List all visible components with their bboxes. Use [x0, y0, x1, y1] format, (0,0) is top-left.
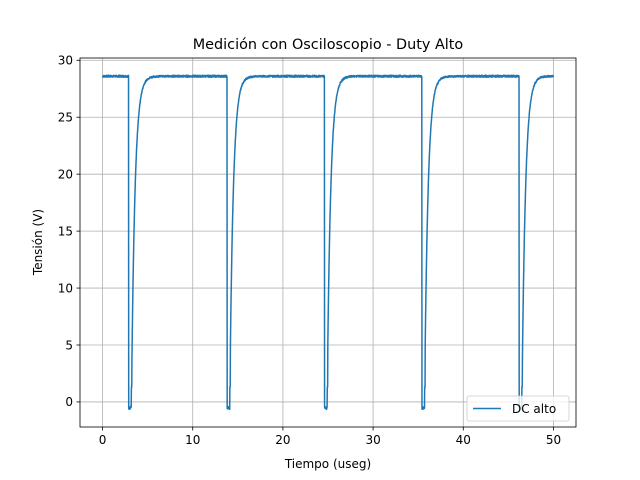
y-tick-label: 25	[58, 111, 73, 125]
grid-lines	[80, 58, 576, 427]
plot-frame	[79, 57, 577, 428]
y-tick-label: 20	[58, 167, 73, 181]
x-tick-label: 40	[456, 433, 471, 447]
x-axis-label: Tiempo (useg)	[284, 457, 371, 471]
x-tick-label: 30	[365, 433, 380, 447]
y-tick-label: 10	[58, 281, 73, 295]
y-tick-label: 15	[58, 224, 73, 238]
x-axis-ticks: 0 10 20 30 40 50	[99, 427, 561, 447]
legend-label-dc-alto: DC alto	[512, 402, 556, 416]
plot-area	[101, 74, 555, 411]
y-tick-label: 5	[65, 338, 73, 352]
x-tick-label: 50	[546, 433, 561, 447]
x-tick-label: 20	[275, 433, 290, 447]
y-axis-label: Tensión (V)	[31, 209, 45, 276]
series-line-dc-alto	[101, 74, 555, 411]
y-tick-label: 0	[65, 395, 73, 409]
y-tick-label: 30	[58, 54, 73, 68]
legend: DC alto	[466, 395, 570, 422]
x-tick-label: 10	[185, 433, 200, 447]
y-axis-ticks: 0 5 10 15 20 25 30	[58, 54, 80, 409]
x-tick-label: 0	[99, 433, 107, 447]
legend-box	[466, 395, 570, 422]
chart-title: Medición con Osciloscopio - Duty Alto	[193, 37, 464, 53]
